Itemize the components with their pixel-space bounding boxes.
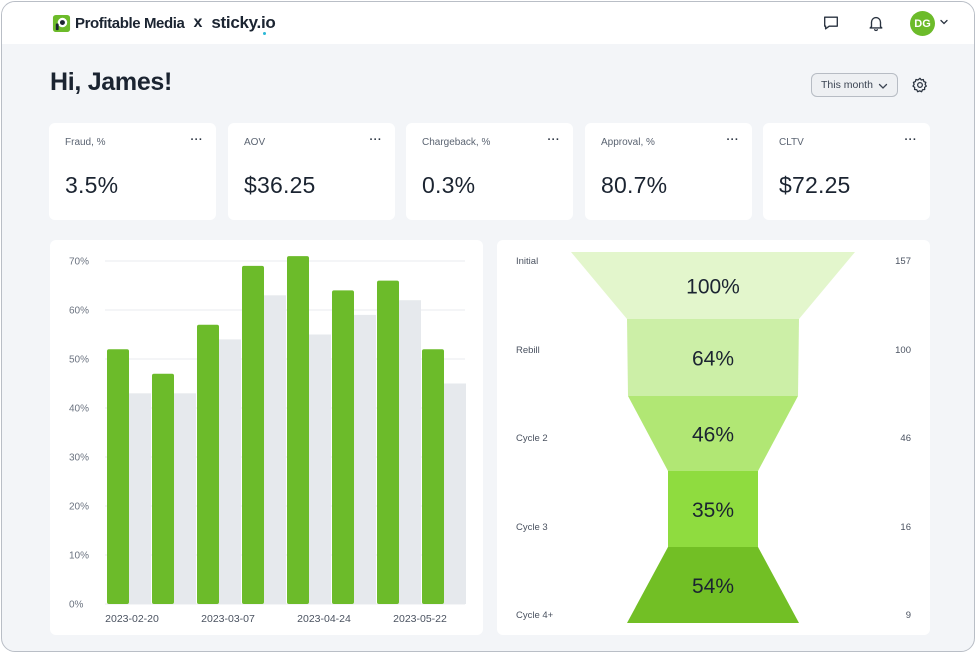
x-tick-label: 2023-05-22	[393, 613, 447, 625]
more-options-button[interactable]: ···	[190, 134, 203, 146]
kpi-card-aov: AOV ··· $36.25	[228, 123, 395, 220]
funnel-count-label: 46	[900, 433, 911, 444]
messages-button[interactable]	[821, 13, 841, 33]
kpi-label: Fraud, %	[65, 137, 106, 148]
y-tick-label: 10%	[69, 551, 89, 562]
kpi-label: CLTV	[779, 137, 804, 148]
chevron-down-icon[interactable]	[939, 17, 949, 27]
funnel-percent-label: 54%	[692, 575, 734, 598]
kpi-value: 80.7%	[601, 172, 668, 198]
top-bar: Profitable Media x sticky.io DG	[2, 2, 974, 44]
funnel-stage[interactable]	[571, 252, 855, 319]
bar-secondary[interactable]	[399, 300, 421, 604]
funnel-count-label: 157	[895, 256, 911, 267]
bar-secondary[interactable]	[129, 393, 151, 604]
bar-chart-panel: 0% 10% 20% 30% 40% 50% 60% 70% 2023-02-20 2023-03…	[50, 240, 483, 635]
funnel-stage-label: Cycle 2	[516, 433, 548, 444]
avatar-initials: DG	[914, 17, 931, 30]
kpi-value: 0.3%	[422, 172, 476, 198]
funnel-percent-label: 100%	[686, 276, 740, 299]
funnel-stage-label: Initial	[516, 256, 538, 267]
funnel-chart-panel: 100% 64% 46% 35% 54% Initial Rebill Cycle 2 Cycl…	[497, 240, 930, 635]
y-tick-label: 70%	[69, 257, 89, 268]
more-options-button[interactable]: ···	[904, 134, 917, 146]
kpi-card-chargeback: Chargeback, % ··· 0.3%	[406, 123, 573, 220]
funnel-stage-label: Rebill	[516, 345, 540, 356]
kpi-value: 3.5%	[65, 172, 119, 198]
gear-icon[interactable]	[911, 76, 929, 94]
funnel-chart: 100% 64% 46% 35% 54% Initial Rebill Cycle 2 Cycl…	[516, 252, 911, 623]
partner-name-text: sticky.io	[211, 13, 276, 32]
kpi-value: $72.25	[779, 172, 851, 198]
kpi-card-approval: Approval, % ··· 80.7%	[585, 123, 752, 220]
y-tick-label: 50%	[69, 355, 89, 366]
bell-icon	[869, 16, 883, 32]
partner-name: sticky.io	[211, 13, 276, 35]
bar-chart: 0% 10% 20% 30% 40% 50% 60% 70% 2023-02-20 2023-03…	[69, 256, 466, 625]
funnel-stage[interactable]	[627, 547, 799, 623]
page-title: Hi, James!	[50, 68, 173, 96]
y-tick-label: 40%	[69, 404, 89, 415]
bar-primary[interactable]	[197, 324, 219, 604]
chat-icon	[824, 16, 838, 30]
bar-primary[interactable]	[332, 290, 354, 604]
kpi-label: Approval, %	[601, 137, 655, 148]
funnel-count-label: 16	[900, 522, 911, 533]
more-options-button[interactable]: ···	[726, 134, 739, 146]
kpi-value: $36.25	[244, 172, 316, 198]
bar-primary[interactable]	[152, 373, 174, 604]
bar-primary[interactable]	[107, 349, 129, 604]
bar-secondary[interactable]	[219, 339, 241, 604]
funnel-count-label: 9	[906, 610, 911, 621]
kpi-card-fraud: Fraud, % ··· 3.5%	[49, 123, 216, 220]
brand-logo-icon	[52, 14, 71, 32]
chevron-down-icon	[878, 83, 888, 89]
funnel-stage[interactable]	[668, 471, 758, 547]
bar-secondary[interactable]	[309, 334, 331, 605]
x-tick-label: 2023-02-20	[105, 613, 159, 625]
x-tick-label: 2023-03-07	[201, 613, 255, 625]
funnel-percent-label: 46%	[692, 424, 734, 447]
funnel-stage[interactable]	[627, 319, 799, 396]
notifications-button[interactable]	[866, 13, 886, 33]
funnel-percent-label: 64%	[692, 348, 734, 371]
kpi-card-cltv: CLTV ··· $72.25	[763, 123, 930, 220]
brand[interactable]: Profitable Media x sticky.io	[52, 12, 276, 35]
bar-secondary[interactable]	[264, 295, 286, 604]
y-tick-label: 30%	[69, 453, 89, 464]
avatar[interactable]: DG	[910, 11, 935, 36]
y-tick-label: 60%	[69, 306, 89, 317]
more-options-button[interactable]: ···	[547, 134, 560, 146]
y-tick-label: 20%	[69, 502, 89, 513]
bar-primary[interactable]	[242, 265, 264, 604]
funnel-stage-label: Cycle 3	[516, 522, 548, 533]
y-tick-label: 0%	[69, 600, 84, 611]
partner-dot	[263, 32, 267, 35]
funnel-count-label: 100	[895, 345, 911, 356]
brand-separator: x	[193, 14, 203, 31]
bar-primary[interactable]	[377, 280, 399, 604]
funnel-stage[interactable]	[628, 396, 798, 471]
funnel-stage-label: Cycle 4+	[516, 610, 554, 621]
bar-primary[interactable]	[287, 256, 309, 604]
kpi-label: AOV	[244, 137, 266, 148]
bar-secondary[interactable]	[354, 314, 376, 604]
kpi-label: Chargeback, %	[422, 137, 491, 148]
bar-secondary[interactable]	[174, 393, 196, 604]
more-options-button[interactable]: ···	[369, 134, 382, 146]
bar-secondary[interactable]	[444, 383, 466, 605]
bar-primary[interactable]	[422, 349, 444, 604]
brand-name: Profitable Media	[75, 14, 185, 32]
period-select[interactable]: This month	[811, 73, 898, 97]
funnel-percent-label: 35%	[692, 499, 734, 522]
x-tick-label: 2023-04-24	[297, 613, 351, 625]
period-select-value: This month	[821, 79, 873, 91]
